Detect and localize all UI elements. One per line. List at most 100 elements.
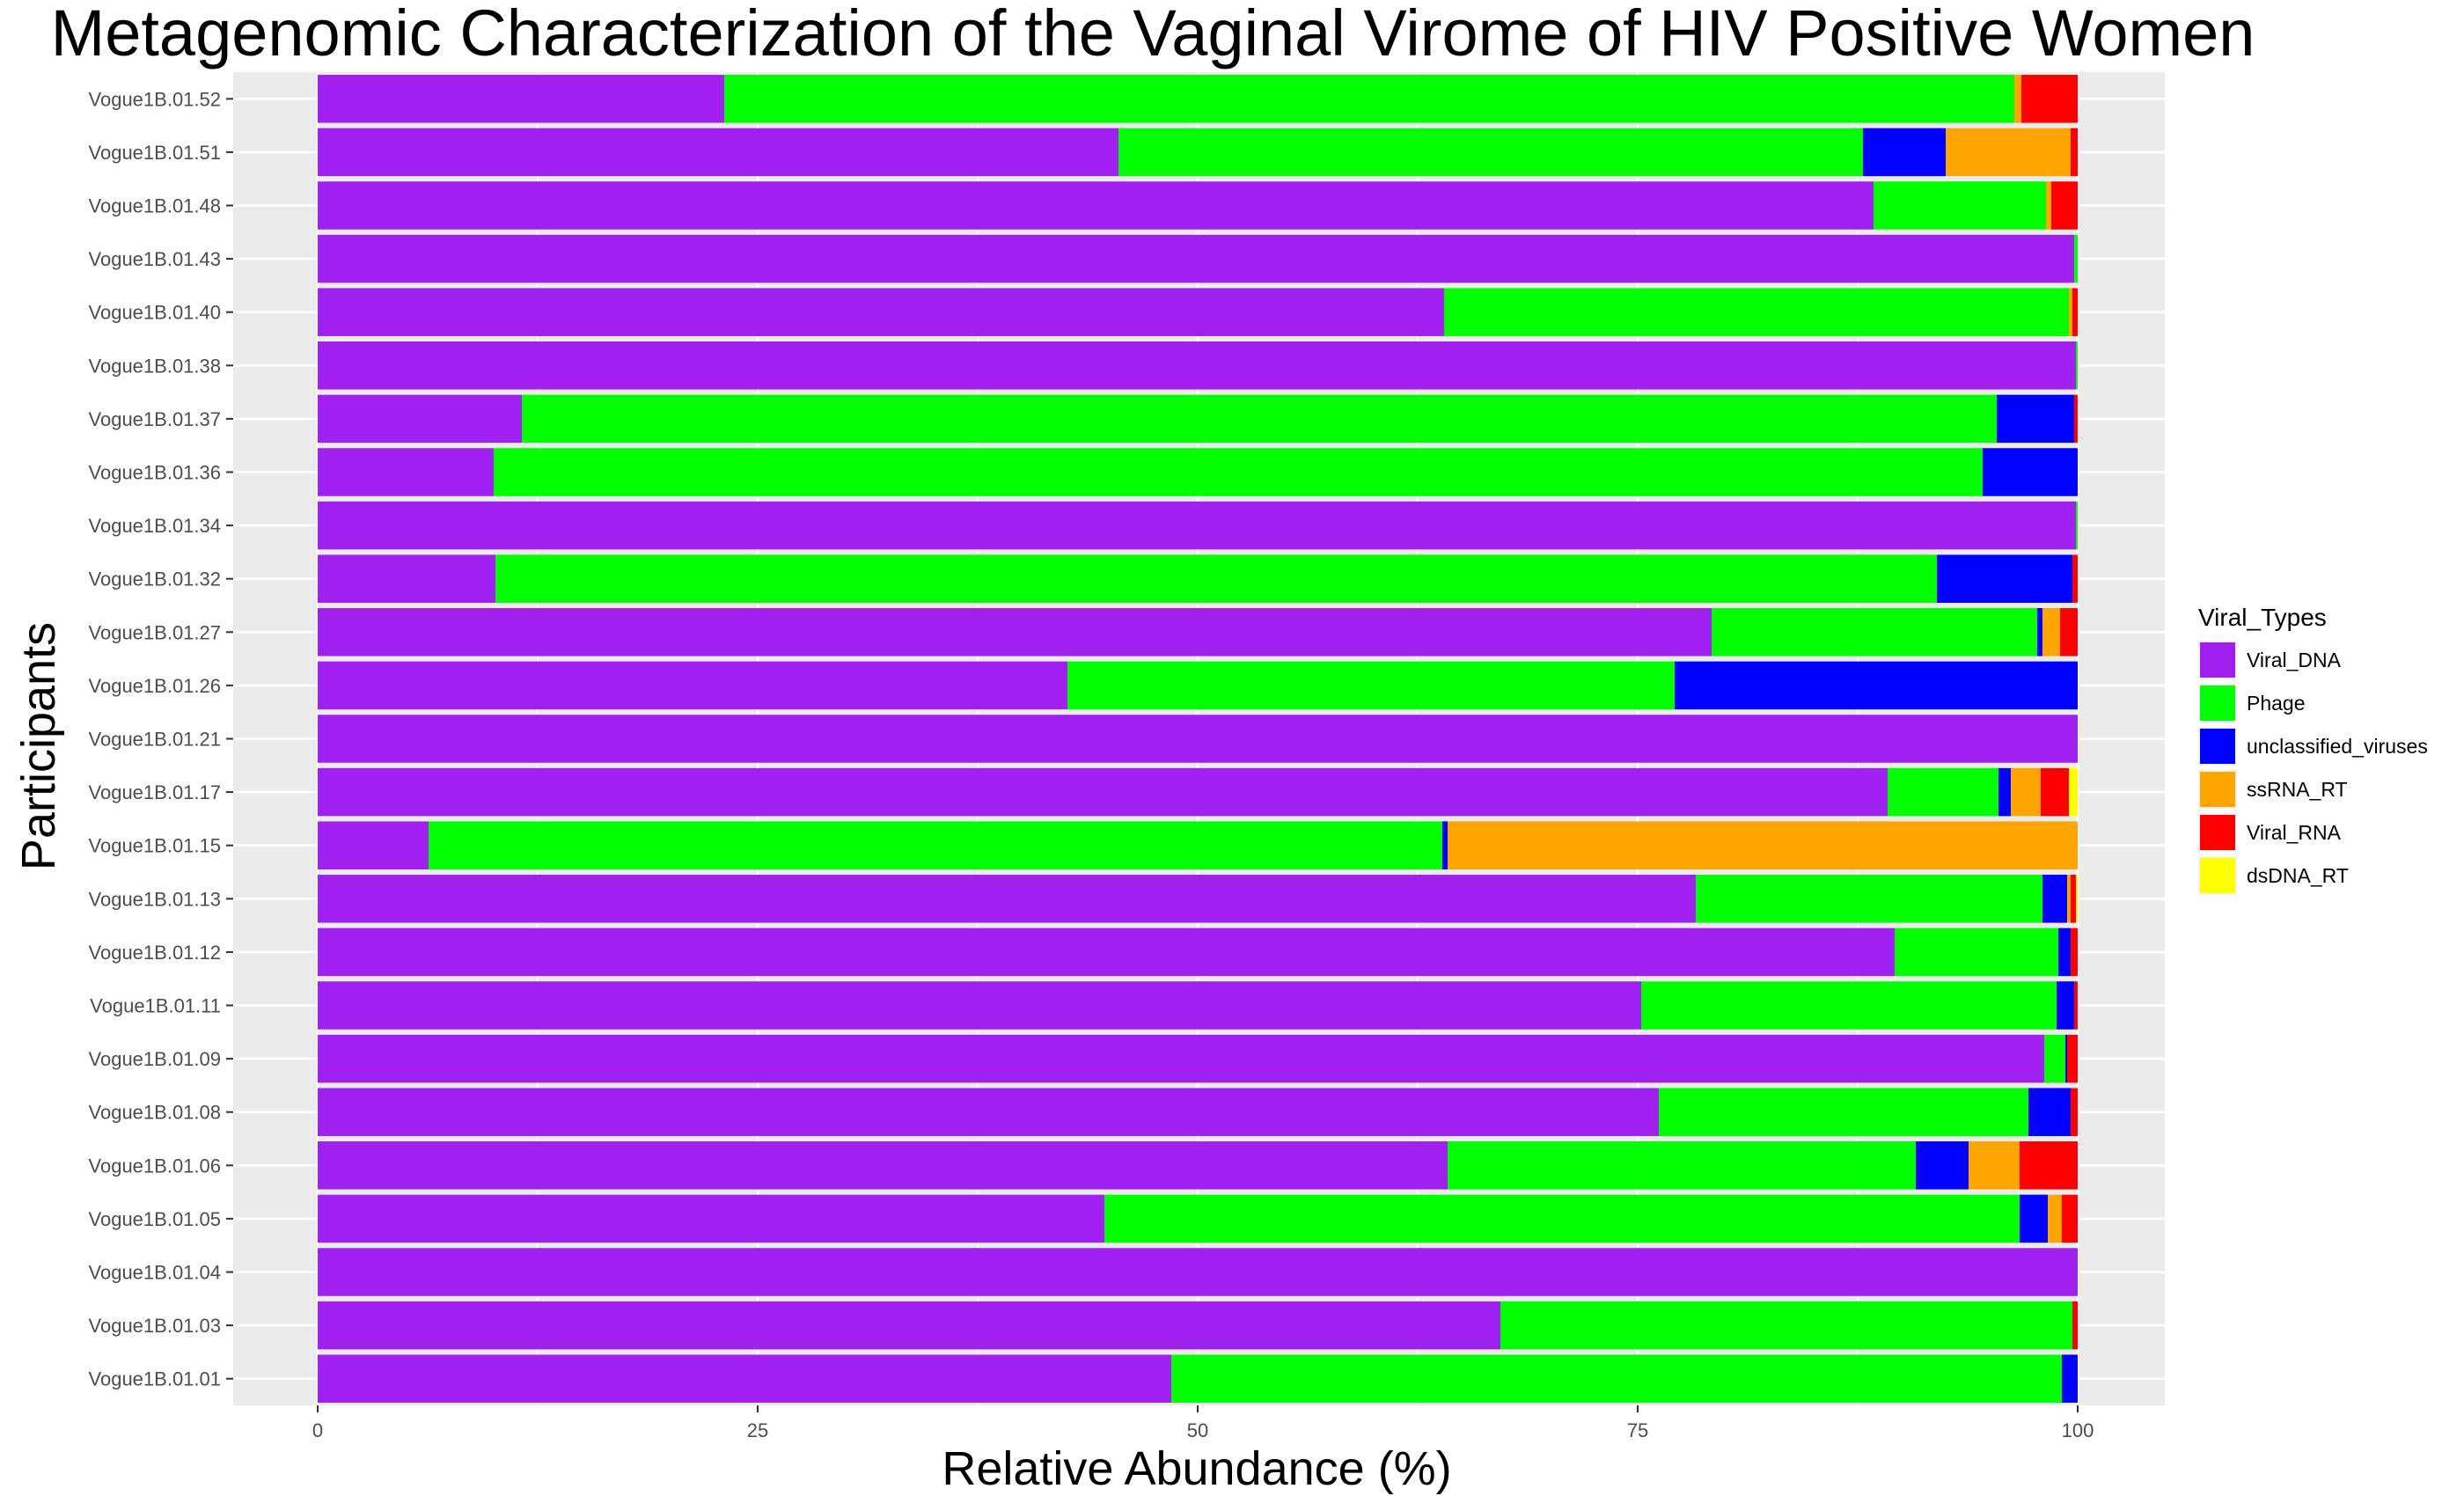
bar-segment-ssrna-rt — [1448, 821, 2078, 869]
x-axis-title: Relative Abundance (%) — [942, 1442, 1451, 1495]
legend-swatch — [2200, 686, 2235, 721]
bar-segment-viral-dna — [318, 234, 2074, 283]
bar-segment-phage — [1448, 1141, 1916, 1190]
bar-segment-viral-dna — [318, 1248, 2078, 1296]
bar-segment-viral-rna — [2071, 928, 2078, 977]
bar-segment-phage — [1641, 981, 2057, 1030]
bar-segment-unclassified-viruses — [1675, 661, 2078, 710]
bar-segment-phage — [429, 821, 1442, 869]
bar-segment-ssrna-rt — [2069, 288, 2072, 336]
bar-segment-unclassified-viruses — [2062, 1354, 2078, 1403]
bar-segment-ssrna-rt — [2046, 181, 2051, 230]
x-tick-labels: 0 25 50 75 100 — [312, 1405, 2094, 1441]
chart-title: Metagenomic Characterization of the Vagi… — [51, 0, 2255, 70]
legend-swatch — [2200, 772, 2235, 807]
bar-segment-ssrna-rt — [2048, 1194, 2062, 1243]
bar-segment-viral-dna — [318, 1194, 1104, 1243]
bar-segment-viral-dna — [318, 75, 724, 123]
y-tick-label: Vogue1B.01.17 — [89, 781, 221, 803]
legend: Viral_Types Viral_DNA Phage unclassified_v… — [2198, 604, 2428, 895]
bar-segment-viral-dna — [318, 448, 494, 496]
bar-segment-ssrna-rt — [2014, 75, 2021, 123]
bar-segment-viral-dna — [318, 1034, 2044, 1083]
bar-segment-viral-dna — [318, 1088, 1659, 1136]
bar-segment-unclassified-viruses — [2057, 981, 2074, 1030]
bar-segment-viral-rna — [2072, 554, 2078, 603]
y-tick-label: Vogue1B.01.13 — [89, 888, 221, 910]
bar-segment-unclassified-viruses — [2028, 1088, 2071, 1136]
bar-segment-phage — [2074, 234, 2078, 283]
y-tick-label: Vogue1B.01.34 — [89, 515, 221, 537]
bar-segment-phage — [495, 554, 1937, 603]
y-tick-label: Vogue1B.01.51 — [89, 142, 221, 164]
y-tick-labels: Vogue1B.01.52 Vogue1B.01.51 Vogue1B.01.48 V… — [89, 88, 233, 1390]
bar-segment-unclassified-viruses — [1916, 1141, 1969, 1190]
legend-label: Viral_RNA — [2247, 821, 2342, 844]
bar-segment-viral-dna — [318, 715, 2078, 763]
bar-segment-phage — [494, 448, 1983, 496]
y-tick-label: Vogue1B.01.08 — [89, 1102, 221, 1124]
bar-segment-viral-dna — [318, 128, 1118, 177]
y-tick-label: Vogue1B.01.36 — [89, 462, 221, 484]
bar-segment-viral-dna — [318, 928, 1895, 977]
bar-segment-viral-rna — [2074, 394, 2078, 444]
bar-segment-viral-rna — [2041, 767, 2069, 817]
bar-segment-ssrna-rt — [2011, 767, 2041, 817]
bar-segment-unclassified-viruses — [1983, 448, 2078, 496]
bar-segment-unclassified-viruses — [2042, 875, 2067, 923]
bar-segment-phage — [2076, 341, 2078, 390]
bar-segment-dsdna-rt — [2069, 767, 2078, 817]
legend-title: Viral_Types — [2198, 604, 2327, 631]
bar-segment-viral-rna — [2021, 75, 2078, 123]
legend-label: dsDNA_RT — [2247, 864, 2349, 887]
y-tick-label: Vogue1B.01.43 — [89, 248, 221, 270]
y-tick-label: Vogue1B.01.11 — [90, 995, 221, 1017]
bar-segment-unclassified-viruses — [1998, 767, 2011, 817]
bar-segment-phage — [1118, 128, 1863, 177]
bar-segment-phage — [2076, 501, 2078, 550]
bar-segment-viral-dna — [318, 608, 1712, 656]
bar-segment-phage — [1696, 875, 2042, 923]
y-tick-label: Vogue1B.01.05 — [89, 1208, 221, 1230]
legend-label: Viral_DNA — [2247, 649, 2342, 671]
legend-label: Phage — [2247, 692, 2306, 715]
bar-segment-phage — [1895, 928, 2058, 977]
bar-segment-dsdna-rt — [2076, 875, 2078, 923]
bar-segment-viral-rna — [2072, 288, 2078, 336]
y-tick-label: Vogue1B.01.04 — [89, 1262, 221, 1284]
y-tick-label: Vogue1B.01.38 — [89, 355, 221, 377]
legend-label: ssRNA_RT — [2247, 778, 2348, 801]
bar-segment-viral-dna — [318, 1141, 1448, 1190]
bar-segment-viral-dna — [318, 501, 2076, 550]
x-tick-label: 75 — [1627, 1419, 1648, 1441]
legend-swatch — [2200, 729, 2235, 764]
bar-segment-unclassified-viruses — [1442, 821, 1448, 869]
bar-segment-viral-dna — [318, 288, 1444, 336]
bar-segment-viral-dna — [318, 1301, 1500, 1350]
y-axis-title: Participants — [12, 622, 65, 870]
bar-segment-viral-rna — [2071, 128, 2078, 177]
bar-segment-viral-dna — [318, 341, 2076, 390]
bar-segment-phage — [1444, 288, 2069, 336]
legend-label: unclassified_viruses — [2247, 735, 2428, 758]
x-tick-label: 100 — [2062, 1419, 2094, 1441]
bar-segment-viral-rna — [2020, 1141, 2078, 1190]
bar-segment-viral-dna — [318, 394, 522, 444]
y-tick-label: Vogue1B.01.52 — [89, 88, 221, 110]
legend-swatch — [2200, 858, 2235, 893]
bar-segment-viral-rna — [2060, 608, 2078, 656]
legend-swatch — [2200, 642, 2235, 678]
y-tick-label: Vogue1B.01.48 — [89, 195, 221, 217]
legend-swatch — [2200, 815, 2235, 850]
x-tick-label: 25 — [747, 1419, 768, 1441]
bar-segment-phage — [1712, 608, 2037, 656]
bar-segment-viral-dna — [318, 981, 1641, 1030]
x-tick-label: 50 — [1187, 1419, 1208, 1441]
x-tick-label: 0 — [312, 1419, 323, 1441]
bar-segment-viral-rna — [2074, 981, 2078, 1030]
bar-segment-phage — [1659, 1088, 2028, 1136]
bar-segment-phage — [1888, 767, 1998, 817]
bar-segment-viral-rna — [2051, 181, 2078, 230]
bar-segment-unclassified-viruses — [1863, 128, 1946, 177]
